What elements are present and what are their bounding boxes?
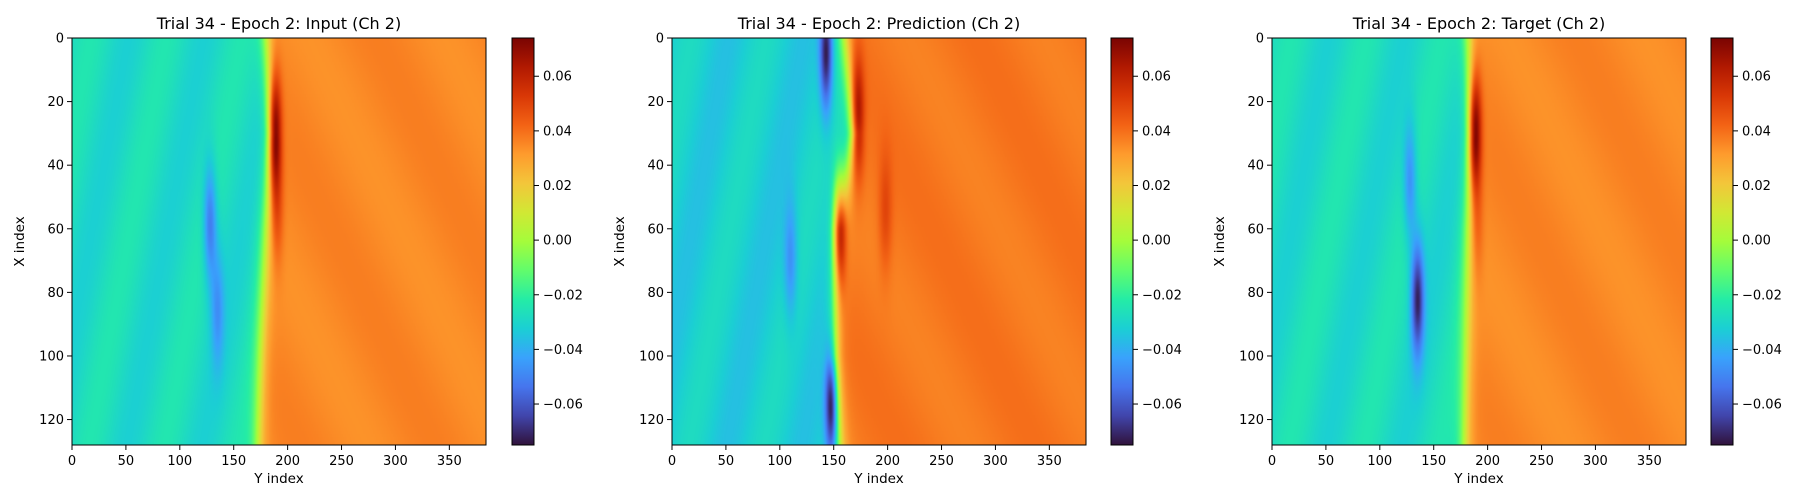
chart-title: Trial 34 - Epoch 2: Input (Ch 2) bbox=[156, 14, 401, 33]
heatmap-panel-2: Trial 34 - Epoch 2: Prediction (Ch 2) 0 50… bbox=[612, 14, 1182, 487]
x-axis-label: Y index bbox=[253, 471, 303, 487]
x-tick-label: 300 bbox=[983, 454, 1008, 469]
x-tick-label: 100 bbox=[167, 454, 192, 469]
colorbar-tick-label: 0.00 bbox=[1142, 234, 1171, 249]
x-tick-label: 350 bbox=[1037, 454, 1062, 469]
colorbar-tick-label: 0.02 bbox=[1142, 179, 1171, 194]
x-tick-label: 0 bbox=[68, 454, 76, 469]
axes-frame bbox=[71, 37, 487, 446]
x-tick-label: 0 bbox=[668, 454, 676, 469]
y-tick-label: 60 bbox=[647, 222, 664, 237]
colorbar: −0.06 −0.04 −0.02 0.00 0.02 0.04 0.06 bbox=[1710, 37, 1782, 446]
x-tick-label: 50 bbox=[1318, 454, 1335, 469]
x-tick-label: 250 bbox=[929, 454, 954, 469]
x-tick-label: 100 bbox=[767, 454, 792, 469]
y-tick-label: 80 bbox=[47, 286, 64, 301]
x-tick-label: 150 bbox=[1421, 454, 1446, 469]
colorbar-gradient bbox=[511, 37, 535, 446]
y-axis-label: X index bbox=[612, 216, 628, 266]
colorbar-tick-label: 0.04 bbox=[543, 124, 572, 139]
heatmap-panel-3: Trial 34 - Epoch 2: Target (Ch 2) 0 50 100 1… bbox=[1212, 14, 1782, 487]
y-tick-label: 0 bbox=[56, 32, 64, 47]
y-tick-label: 120 bbox=[1239, 413, 1264, 428]
y-tick-label: 40 bbox=[47, 159, 64, 174]
colorbar-gradient bbox=[1710, 37, 1734, 446]
x-tick-label: 150 bbox=[821, 454, 846, 469]
colorbar-tick-label: −0.04 bbox=[1142, 343, 1182, 358]
y-tick-label: 20 bbox=[647, 95, 664, 110]
colorbar-tick-label: 0.00 bbox=[543, 234, 572, 249]
axes-frame bbox=[671, 37, 1087, 446]
colorbar: −0.06 −0.04 −0.02 0.00 0.02 0.04 0.06 bbox=[511, 37, 583, 446]
colorbar-tick-label: −0.06 bbox=[543, 398, 583, 413]
y-tick-label: 40 bbox=[647, 159, 664, 174]
y-axis-label: X index bbox=[1212, 216, 1228, 266]
colorbar-gradient bbox=[1110, 37, 1134, 446]
y-tick-label: 60 bbox=[1247, 222, 1264, 237]
x-tick-label: 250 bbox=[1529, 454, 1554, 469]
x-tick-label: 350 bbox=[1637, 454, 1662, 469]
colorbar-tick-label: 0.06 bbox=[543, 70, 572, 85]
heatmap-image bbox=[72, 38, 486, 445]
colorbar-tick-label: 0.02 bbox=[543, 179, 572, 194]
colorbar-tick-label: 0.02 bbox=[1742, 179, 1771, 194]
x-tick-label: 300 bbox=[383, 454, 408, 469]
y-tick-label: 100 bbox=[39, 349, 64, 364]
colorbar-tick-label: −0.02 bbox=[1142, 288, 1182, 303]
y-tick-label: 0 bbox=[1256, 32, 1264, 47]
y-tick-label: 80 bbox=[1247, 286, 1264, 301]
x-axis-label: Y index bbox=[1453, 471, 1503, 487]
x-tick-label: 100 bbox=[1367, 454, 1392, 469]
colorbar-tick-label: −0.06 bbox=[1742, 398, 1782, 413]
axes-frame bbox=[1271, 37, 1687, 446]
x-tick-label: 200 bbox=[275, 454, 300, 469]
x-tick-label: 300 bbox=[1583, 454, 1608, 469]
colorbar-tick-label: −0.04 bbox=[543, 343, 583, 358]
colorbar-tick-label: 0.04 bbox=[1742, 124, 1771, 139]
chart-title: Trial 34 - Epoch 2: Prediction (Ch 2) bbox=[737, 14, 1020, 33]
colorbar-tick-label: 0.06 bbox=[1742, 70, 1771, 85]
x-tick-label: 0 bbox=[1268, 454, 1276, 469]
colorbar-tick-label: −0.04 bbox=[1742, 343, 1782, 358]
y-tick-label: 120 bbox=[39, 413, 64, 428]
y-tick-label: 80 bbox=[647, 286, 664, 301]
x-tick-label: 200 bbox=[875, 454, 900, 469]
heatmap-image bbox=[672, 38, 1086, 445]
x-tick-label: 250 bbox=[329, 454, 354, 469]
chart-title: Trial 34 - Epoch 2: Target (Ch 2) bbox=[1352, 14, 1605, 33]
colorbar: −0.06 −0.04 −0.02 0.00 0.02 0.04 0.06 bbox=[1110, 37, 1182, 446]
y-axis-label: X index bbox=[12, 216, 28, 266]
y-tick-label: 20 bbox=[1247, 95, 1264, 110]
heatmap-image bbox=[1272, 38, 1686, 445]
colorbar-tick-label: 0.00 bbox=[1742, 234, 1771, 249]
heatmap-panels: Trial 34 - Epoch 2: Input (Ch 2) 0 50 100 15… bbox=[12, 14, 1782, 487]
x-tick-label: 150 bbox=[221, 454, 246, 469]
colorbar-tick-label: −0.02 bbox=[1742, 288, 1782, 303]
x-axis-label: Y index bbox=[853, 471, 903, 487]
y-tick-label: 120 bbox=[639, 413, 664, 428]
y-tick-label: 0 bbox=[656, 32, 664, 47]
y-tick-label: 60 bbox=[47, 222, 64, 237]
x-tick-label: 350 bbox=[437, 454, 462, 469]
y-tick-label: 20 bbox=[47, 95, 64, 110]
x-tick-label: 50 bbox=[718, 454, 735, 469]
y-tick-label: 100 bbox=[1239, 349, 1264, 364]
colorbar-tick-label: −0.02 bbox=[543, 288, 583, 303]
y-tick-label: 40 bbox=[1247, 159, 1264, 174]
x-tick-label: 200 bbox=[1475, 454, 1500, 469]
y-tick-label: 100 bbox=[639, 349, 664, 364]
heatmap-panel-1: Trial 34 - Epoch 2: Input (Ch 2) 0 50 100 15… bbox=[12, 14, 583, 487]
colorbar-tick-label: −0.06 bbox=[1142, 398, 1182, 413]
colorbar-tick-label: 0.06 bbox=[1142, 70, 1171, 85]
x-tick-label: 50 bbox=[118, 454, 135, 469]
colorbar-tick-label: 0.04 bbox=[1142, 124, 1171, 139]
